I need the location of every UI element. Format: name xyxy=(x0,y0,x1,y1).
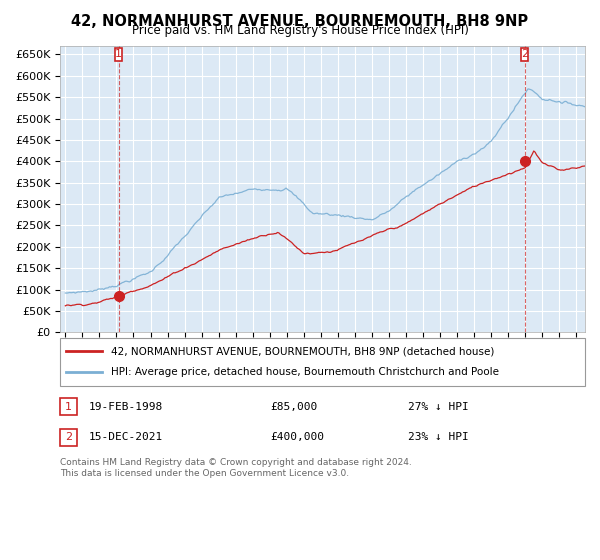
Text: 2: 2 xyxy=(65,432,72,442)
Text: HPI: Average price, detached house, Bournemouth Christchurch and Poole: HPI: Average price, detached house, Bour… xyxy=(111,367,499,377)
Text: 1: 1 xyxy=(115,49,122,59)
Text: 19-FEB-1998: 19-FEB-1998 xyxy=(89,402,163,412)
Text: 1: 1 xyxy=(65,402,72,412)
Text: 23% ↓ HPI: 23% ↓ HPI xyxy=(408,432,469,442)
Text: Contains HM Land Registry data © Crown copyright and database right 2024.
This d: Contains HM Land Registry data © Crown c… xyxy=(60,459,412,478)
Text: 27% ↓ HPI: 27% ↓ HPI xyxy=(408,402,469,412)
Text: Price paid vs. HM Land Registry's House Price Index (HPI): Price paid vs. HM Land Registry's House … xyxy=(131,24,469,37)
Text: 42, NORMANHURST AVENUE, BOURNEMOUTH, BH8 9NP (detached house): 42, NORMANHURST AVENUE, BOURNEMOUTH, BH8… xyxy=(111,346,494,356)
Text: £400,000: £400,000 xyxy=(270,432,324,442)
Text: 15-DEC-2021: 15-DEC-2021 xyxy=(89,432,163,442)
Bar xyxy=(115,48,122,61)
Text: 2: 2 xyxy=(521,49,528,59)
Bar xyxy=(521,48,528,61)
Text: £85,000: £85,000 xyxy=(270,402,317,412)
Text: 42, NORMANHURST AVENUE, BOURNEMOUTH, BH8 9NP: 42, NORMANHURST AVENUE, BOURNEMOUTH, BH8… xyxy=(71,14,529,29)
